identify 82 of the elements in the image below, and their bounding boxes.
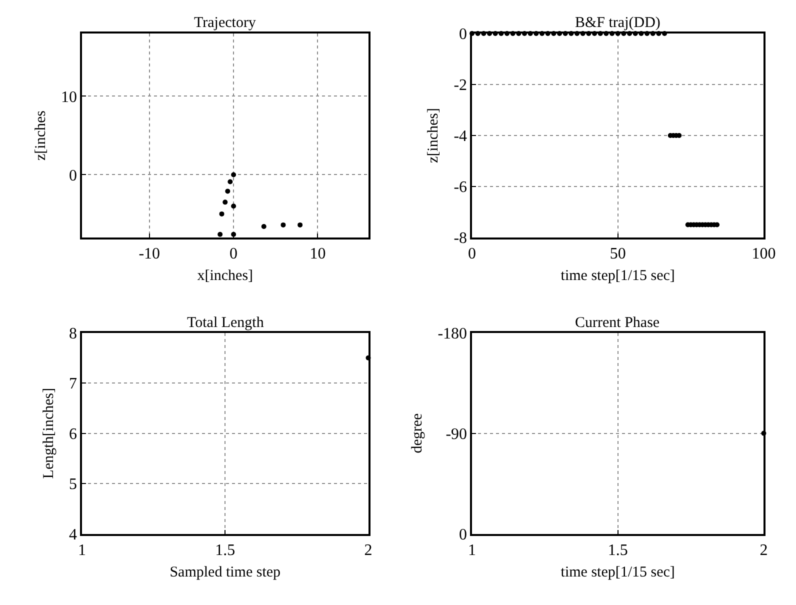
point bbox=[487, 30, 492, 36]
y-tick-label: -8 bbox=[454, 230, 468, 248]
point bbox=[261, 224, 266, 230]
x-tick-label: -10 bbox=[138, 245, 160, 262]
x-tick-label: 2 bbox=[364, 542, 372, 559]
point bbox=[627, 30, 632, 36]
chart-title: Current Phase bbox=[575, 315, 660, 331]
y-tick-label: 0 bbox=[459, 526, 468, 544]
y-tick-label: 6 bbox=[69, 426, 78, 443]
point bbox=[219, 211, 224, 216]
point bbox=[280, 222, 286, 228]
y-tick-label: 7 bbox=[69, 376, 78, 393]
y-tick-label: 8 bbox=[69, 325, 78, 342]
point bbox=[298, 222, 303, 228]
x-tick-label: 1 bbox=[468, 542, 476, 559]
point bbox=[592, 30, 598, 36]
x-axis-title: time step[1/15 sec] bbox=[560, 268, 675, 284]
point bbox=[662, 30, 668, 36]
y-axis-title: z[inches] bbox=[425, 108, 442, 163]
point bbox=[604, 30, 609, 36]
point bbox=[218, 232, 223, 237]
y-axis-title: Length[inches] bbox=[40, 388, 57, 479]
y-axis-title: z[inches bbox=[32, 110, 49, 160]
x-tick-label: 1.5 bbox=[608, 542, 628, 559]
x-tick-label: 1 bbox=[78, 542, 86, 559]
point bbox=[528, 30, 533, 36]
chart-title: Trajectory bbox=[194, 15, 256, 31]
point bbox=[638, 30, 644, 36]
chart-title: B&F traj(DD) bbox=[575, 15, 660, 31]
point bbox=[632, 30, 638, 36]
point bbox=[545, 30, 550, 36]
point bbox=[231, 204, 236, 209]
point bbox=[562, 30, 568, 36]
y-tick-label: -90 bbox=[446, 426, 468, 443]
y-axis-title: degree bbox=[409, 412, 426, 454]
point bbox=[615, 30, 620, 36]
point bbox=[225, 188, 230, 194]
point bbox=[470, 30, 474, 36]
x-tick-label: 100 bbox=[752, 245, 776, 262]
point bbox=[228, 179, 233, 184]
y-tick-label: 4 bbox=[69, 526, 78, 544]
x-axis-title: x[inches] bbox=[197, 268, 254, 284]
y-tick-label: -4 bbox=[454, 128, 468, 146]
chart-title: Total Length bbox=[187, 315, 264, 331]
point bbox=[222, 200, 228, 205]
y-tick-label: 10 bbox=[61, 88, 78, 106]
point bbox=[557, 30, 562, 36]
point bbox=[540, 30, 545, 36]
point bbox=[656, 30, 662, 36]
point bbox=[586, 30, 592, 36]
x-tick-label: 0 bbox=[230, 245, 238, 262]
point bbox=[644, 30, 650, 36]
y-tick-label: 5 bbox=[69, 476, 78, 494]
x-tick-label: 2 bbox=[760, 542, 768, 559]
x-tick-label: 10 bbox=[310, 245, 326, 262]
point bbox=[568, 30, 574, 36]
point bbox=[598, 30, 603, 36]
point bbox=[498, 30, 504, 36]
x-tick-label: 1.5 bbox=[215, 542, 236, 559]
y-tick-label: 0 bbox=[459, 26, 468, 44]
x-tick-label: 50 bbox=[610, 245, 626, 262]
point bbox=[475, 30, 480, 36]
x-axis-title: Sampled time step bbox=[170, 564, 281, 580]
point bbox=[621, 30, 626, 36]
point bbox=[481, 30, 486, 36]
point bbox=[574, 30, 580, 36]
point bbox=[516, 30, 522, 36]
point bbox=[580, 30, 586, 36]
x-axis-title: time step[1/15 sec] bbox=[560, 564, 675, 580]
point bbox=[534, 30, 539, 36]
point bbox=[522, 30, 528, 36]
point bbox=[510, 30, 516, 36]
point bbox=[504, 30, 510, 36]
point bbox=[551, 30, 556, 36]
point bbox=[610, 30, 615, 36]
point bbox=[492, 30, 498, 36]
y-tick-label: -6 bbox=[454, 179, 468, 196]
y-tick-label: -2 bbox=[454, 77, 468, 94]
y-tick-label: 0 bbox=[69, 167, 78, 184]
y-tick-label: -180 bbox=[438, 325, 468, 342]
point bbox=[231, 172, 236, 178]
point bbox=[650, 30, 656, 36]
